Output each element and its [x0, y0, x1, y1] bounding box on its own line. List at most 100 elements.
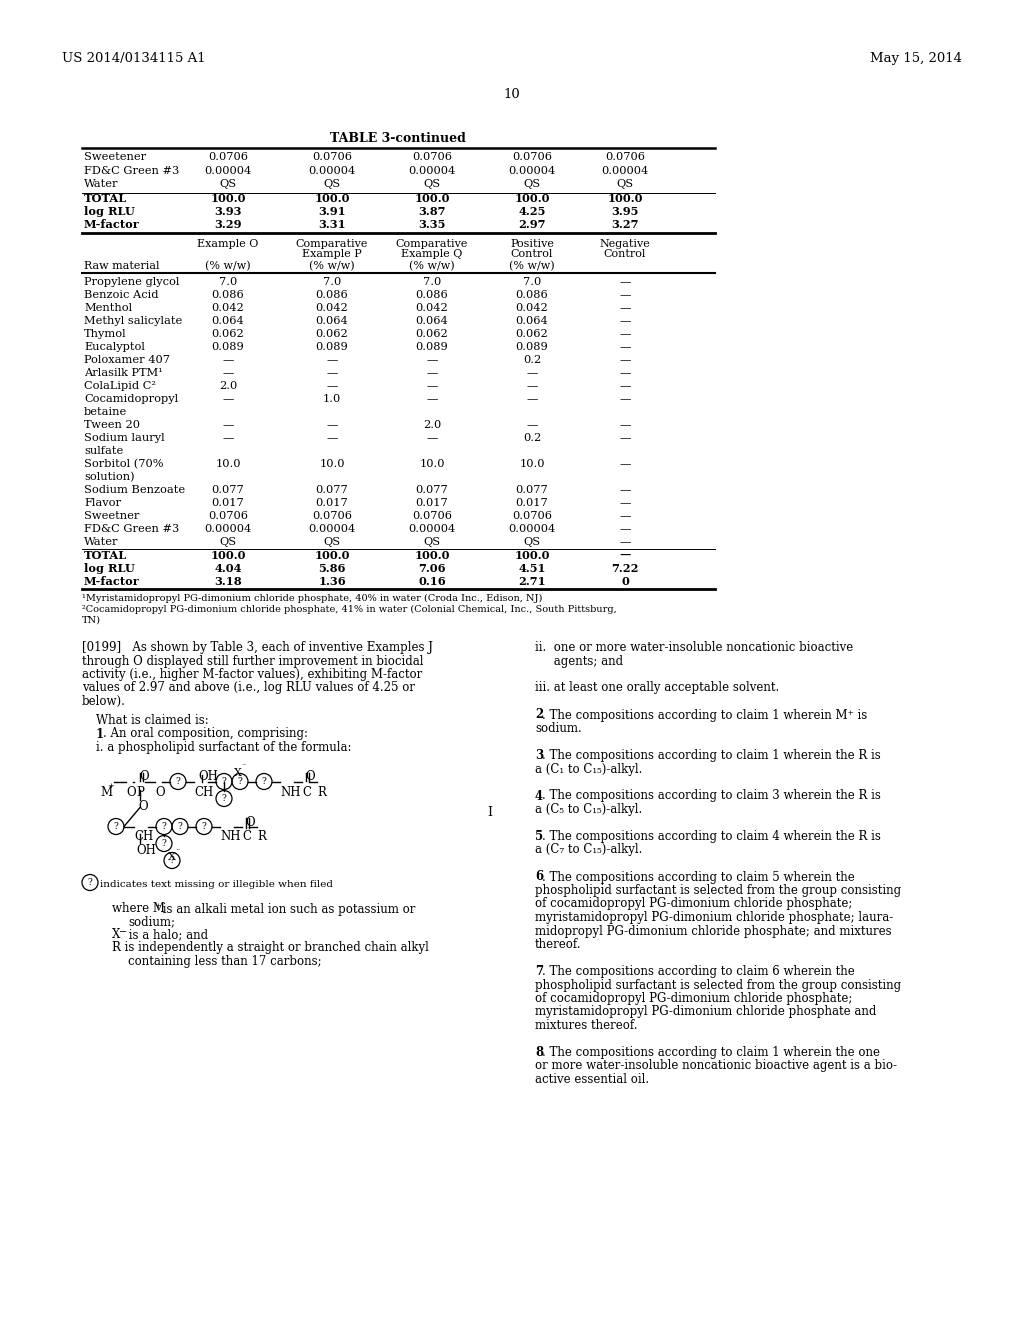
Text: —: — — [327, 355, 338, 366]
Text: —: — — [426, 433, 437, 444]
Text: of cocamidopropyl PG-dimonium chloride phosphate;: of cocamidopropyl PG-dimonium chloride p… — [535, 993, 852, 1005]
Text: —: — — [222, 368, 233, 378]
Text: 0.042: 0.042 — [212, 304, 245, 313]
Text: Sweetener: Sweetener — [84, 152, 146, 162]
Text: 100.0: 100.0 — [607, 193, 643, 203]
Text: 3.35: 3.35 — [419, 219, 445, 231]
Text: ?: ? — [88, 878, 92, 887]
Text: 100.0: 100.0 — [314, 193, 350, 203]
Text: Water: Water — [84, 180, 119, 189]
Text: —: — — [620, 459, 631, 469]
Text: Flavor: Flavor — [84, 498, 121, 508]
Text: O: O — [139, 771, 148, 784]
Text: 0.0706: 0.0706 — [312, 511, 352, 521]
Text: O: O — [138, 800, 147, 813]
Text: . The compositions according to claim 1 wherein the one: . The compositions according to claim 1 … — [542, 1045, 880, 1059]
Text: QS: QS — [424, 180, 440, 189]
Text: 2.97: 2.97 — [518, 219, 546, 231]
Text: O: O — [126, 785, 135, 799]
Text: R: R — [257, 830, 266, 843]
Text: X: X — [112, 928, 121, 941]
Text: —: — — [327, 420, 338, 430]
Text: ⁻: ⁻ — [175, 849, 179, 857]
Text: 3.87: 3.87 — [418, 206, 445, 216]
Text: O: O — [245, 816, 255, 829]
Text: ?: ? — [162, 822, 166, 832]
Text: 0.086: 0.086 — [416, 290, 449, 300]
Text: ?: ? — [221, 777, 226, 785]
Text: ¹Myristamidopropyl PG-dimonium chloride phosphate, 40% in water (Croda Inc., Edi: ¹Myristamidopropyl PG-dimonium chloride … — [82, 594, 543, 603]
Text: —: — — [620, 498, 631, 508]
Text: —: — — [620, 433, 631, 444]
Text: 2.0: 2.0 — [423, 420, 441, 430]
Text: Raw material: Raw material — [84, 261, 160, 271]
Text: OH: OH — [136, 843, 156, 857]
Text: Sorbitol (70%: Sorbitol (70% — [84, 459, 164, 470]
Text: 100.0: 100.0 — [314, 550, 350, 561]
Text: 0.00004: 0.00004 — [308, 524, 355, 535]
Text: 0.089: 0.089 — [315, 342, 348, 352]
Text: —: — — [222, 420, 233, 430]
Text: Control: Control — [511, 249, 553, 259]
Text: 10.0: 10.0 — [519, 459, 545, 469]
Text: QS: QS — [523, 180, 541, 189]
Text: 0.017: 0.017 — [516, 498, 549, 508]
Text: +: + — [106, 781, 114, 789]
Text: 0.062: 0.062 — [416, 329, 449, 339]
Text: M: M — [100, 785, 112, 799]
Text: 5.86: 5.86 — [318, 564, 346, 574]
Text: ?: ? — [177, 822, 182, 832]
Text: ²Cocamidopropyl PG-dimonium chloride phosphate, 41% in water (Colonial Chemical,: ²Cocamidopropyl PG-dimonium chloride pho… — [82, 605, 616, 614]
Text: —: — — [426, 368, 437, 378]
Text: 0.064: 0.064 — [416, 315, 449, 326]
Text: 100.0: 100.0 — [210, 193, 246, 203]
Text: ?: ? — [221, 795, 226, 803]
Text: 0.089: 0.089 — [212, 342, 245, 352]
Text: 100.0: 100.0 — [514, 193, 550, 203]
Text: NH: NH — [220, 830, 241, 843]
Text: 0.0706: 0.0706 — [412, 511, 452, 521]
Text: 5: 5 — [535, 830, 543, 843]
Text: —: — — [526, 420, 538, 430]
Text: Tween 20: Tween 20 — [84, 420, 140, 430]
Text: 4: 4 — [535, 789, 543, 803]
Text: Comparative: Comparative — [396, 239, 468, 249]
Text: 0.00004: 0.00004 — [308, 165, 355, 176]
Text: —: — — [620, 277, 631, 286]
Text: containing less than 17 carbons;: containing less than 17 carbons; — [128, 954, 322, 968]
Text: (% w/w): (% w/w) — [309, 261, 354, 272]
Text: —: — — [620, 550, 631, 561]
Text: Sodium lauryl: Sodium lauryl — [84, 433, 165, 444]
Text: O: O — [155, 785, 165, 799]
Text: 0.064: 0.064 — [315, 315, 348, 326]
Text: —: — — [620, 511, 631, 521]
Text: —: — — [620, 393, 631, 404]
Text: C: C — [302, 785, 311, 799]
Text: ?: ? — [176, 777, 180, 785]
Text: 1.0: 1.0 — [323, 393, 341, 404]
Text: [0199]   As shown by Table 3, each of inventive Examples J: [0199] As shown by Table 3, each of inve… — [82, 642, 433, 653]
Text: —: — — [222, 433, 233, 444]
Text: 10.0: 10.0 — [215, 459, 241, 469]
Text: —: — — [327, 433, 338, 444]
Text: Sodium Benzoate: Sodium Benzoate — [84, 484, 185, 495]
Text: 0.077: 0.077 — [212, 484, 245, 495]
Text: 0.0706: 0.0706 — [208, 152, 248, 162]
Text: QS: QS — [523, 537, 541, 546]
Text: 7.06: 7.06 — [418, 564, 445, 574]
Text: O: O — [305, 771, 314, 784]
Text: ii.  one or more water-insoluble noncationic bioactive: ii. one or more water-insoluble noncatio… — [535, 642, 853, 653]
Text: . The compositions according to claim 1 wherein M⁺ is: . The compositions according to claim 1 … — [542, 709, 866, 722]
Text: M-factor: M-factor — [84, 219, 139, 231]
Text: 1.36: 1.36 — [318, 576, 346, 587]
Text: 0.0706: 0.0706 — [605, 152, 645, 162]
Text: —: — — [620, 368, 631, 378]
Text: What is claimed is:: What is claimed is: — [96, 714, 209, 726]
Text: P: P — [136, 785, 144, 799]
Text: solution): solution) — [84, 473, 134, 482]
Text: TABLE 3-continued: TABLE 3-continued — [330, 132, 466, 145]
Text: 3.93: 3.93 — [214, 206, 242, 216]
Text: —: — — [620, 315, 631, 326]
Text: ?: ? — [162, 840, 166, 847]
Text: 0.0706: 0.0706 — [512, 152, 552, 162]
